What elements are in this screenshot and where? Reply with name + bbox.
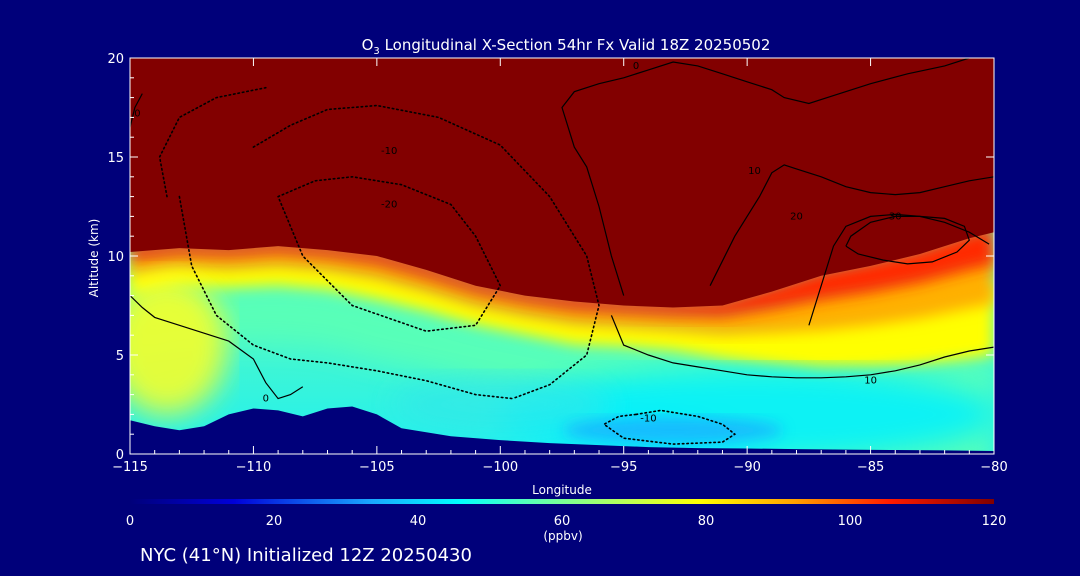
contour-line — [130, 93, 143, 128]
contour-label: -10 — [381, 146, 397, 157]
contour-line — [252, 104, 600, 400]
contour-label: 10 — [748, 166, 761, 177]
x-tick-label: −95 — [610, 460, 637, 475]
y-tick-label: 15 — [107, 151, 124, 166]
contour-label: 20 — [790, 211, 803, 222]
contour-line — [602, 409, 737, 445]
ozone-band-yellow — [130, 260, 994, 371]
ozone-west-yellow-patch — [130, 275, 228, 416]
colorbar-tick-label: 60 — [554, 514, 571, 529]
y-tick-label: 5 — [116, 349, 124, 364]
x-tick-label: −100 — [482, 460, 518, 475]
contour-line — [808, 213, 990, 326]
footer-caption: NYC (41°N) Initialized 12Z 20250430 — [140, 545, 472, 566]
y-tick-label: 20 — [107, 52, 124, 67]
colorbar-tick-label: 20 — [266, 514, 283, 529]
chart-title: O3 Longitudinal X-Section 54hr Fx Valid … — [362, 36, 771, 57]
contour-label: -20 — [381, 200, 397, 211]
x-tick-label: −115 — [112, 460, 148, 475]
contour-line — [561, 58, 970, 296]
y-axis: 0 5 10 15 20 — [107, 52, 994, 463]
colorbar-label: (ppbv) — [543, 529, 582, 543]
colorbar-tick-label: 80 — [698, 514, 715, 529]
x-tick-label: −85 — [857, 460, 884, 475]
ozone-boundary-cyan-west — [390, 374, 611, 435]
x-tick-label: −105 — [359, 460, 395, 475]
contour-line — [610, 315, 994, 379]
colorbar — [130, 499, 994, 504]
y-axis-label: Altitude (km) — [87, 219, 101, 298]
contour-label: 30 — [889, 211, 902, 222]
colorbar-tick-label: 120 — [982, 514, 1007, 529]
contour-label: 0 — [263, 394, 269, 405]
colorbar-ticks: 0 20 40 60 80 100 120 — [126, 514, 1007, 529]
x-axis: −115 −110 −105 −100 −95 −90 −85 −80 — [112, 58, 1008, 475]
contour-line — [709, 164, 994, 286]
colorbar-tick-label: 40 — [410, 514, 427, 529]
contour-label: -10 — [640, 413, 656, 424]
y-tick-label: 0 — [116, 448, 124, 463]
terrain-mask — [130, 406, 994, 454]
ozone-stratosphere-region — [130, 58, 994, 308]
y-tick-label: 10 — [107, 250, 124, 265]
colorbar-tick-label: 100 — [838, 514, 863, 529]
ozone-boundary-blue — [563, 416, 784, 445]
ozone-field — [130, 58, 994, 454]
colorbar-tick-label: 0 — [126, 514, 134, 529]
contour-line — [845, 215, 970, 265]
contour-lines: 10 10 20 30 0 0 0 -10 -20 -10 — [130, 58, 994, 445]
x-tick-label: −80 — [980, 460, 1007, 475]
x-tick-label: −110 — [236, 460, 272, 475]
contour-line — [277, 175, 502, 333]
x-axis-label: Longitude — [532, 483, 592, 497]
plot-area: 10 10 20 30 0 0 0 -10 -20 -10 — [130, 58, 994, 454]
contour-label: 0 — [633, 61, 639, 72]
contour-label: 0 — [134, 108, 140, 119]
contour-line — [130, 295, 304, 400]
contour-label: 10 — [864, 376, 877, 387]
contour-line — [158, 86, 267, 198]
x-tick-label: −90 — [733, 460, 760, 475]
ozone-band-orange — [130, 249, 994, 336]
contour-line — [178, 195, 514, 400]
